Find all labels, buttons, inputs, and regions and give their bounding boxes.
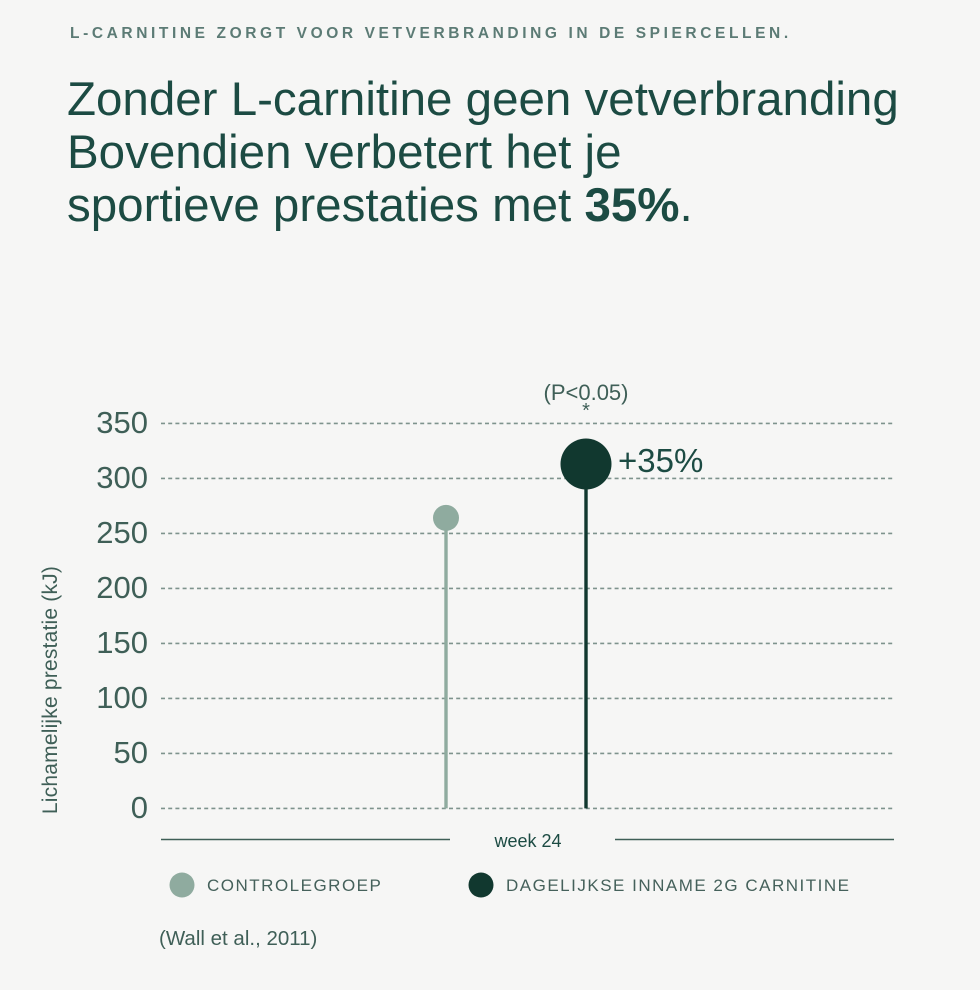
svg-text:100: 100 xyxy=(96,680,148,715)
svg-text:150: 150 xyxy=(96,625,148,660)
svg-text:250: 250 xyxy=(96,515,148,550)
svg-text:200: 200 xyxy=(96,570,148,605)
svg-text:350: 350 xyxy=(96,405,148,440)
svg-text:+35%: +35% xyxy=(618,442,703,479)
svg-text:(Wall et al., 2011): (Wall et al., 2011) xyxy=(159,927,317,950)
svg-text:CONTROLEGROEP: CONTROLEGROEP xyxy=(207,876,382,895)
svg-text:DAGELIJKSE INNAME 2G CARNITINE: DAGELIJKSE INNAME 2G CARNITINE xyxy=(506,876,850,895)
svg-text:300: 300 xyxy=(96,460,148,495)
svg-text:0: 0 xyxy=(131,790,148,825)
svg-text:Lichamelijke prestatie (kJ): Lichamelijke prestatie (kJ) xyxy=(39,566,62,814)
svg-text:week 24: week 24 xyxy=(493,831,561,851)
svg-text:*: * xyxy=(582,400,590,422)
svg-text:50: 50 xyxy=(114,735,148,770)
